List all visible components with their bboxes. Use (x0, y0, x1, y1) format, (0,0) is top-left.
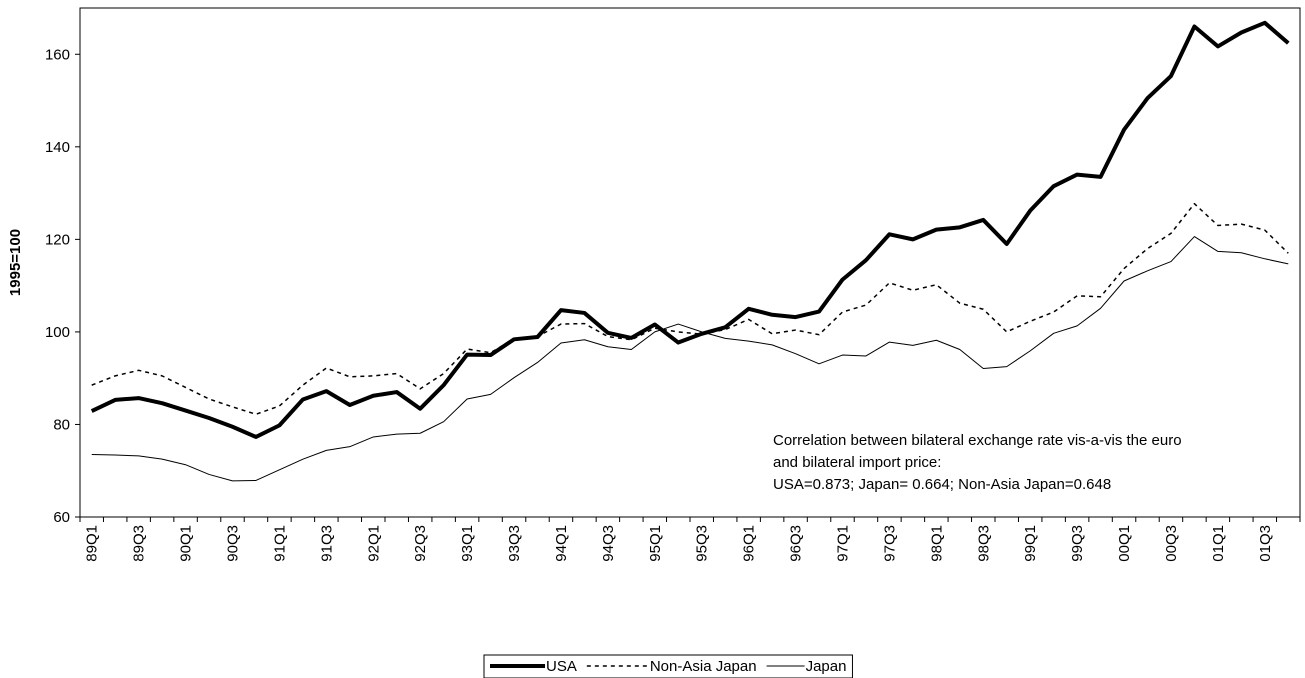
x-tick-label: 93Q1 (459, 525, 476, 562)
legend-box (483, 654, 853, 678)
x-tick-label: 91Q3 (318, 525, 335, 562)
x-tick-label: 01Q1 (1210, 525, 1227, 562)
x-tick-label: 93Q3 (506, 525, 523, 562)
x-tick-label: 99Q1 (1022, 525, 1039, 562)
legend-label: USA (546, 658, 577, 675)
y-tick-label: 60 (53, 509, 70, 526)
x-tick-label: 96Q1 (741, 525, 758, 562)
x-tick-label: 90Q3 (225, 525, 242, 562)
x-tick-label: 90Q1 (178, 525, 195, 562)
x-tick-label: 96Q3 (788, 525, 805, 562)
annotation: USA=0.873; Japan= 0.664; Non-Asia Japan=… (773, 476, 1111, 493)
annotation: and bilateral import price: (773, 454, 941, 471)
y-tick-label: 80 (53, 416, 70, 433)
x-tick-label: 97Q1 (835, 525, 852, 562)
x-tick-label: 89Q3 (131, 525, 148, 562)
x-tick-label: 94Q3 (600, 525, 617, 562)
legend-label: Japan (806, 658, 847, 675)
x-tick-label: 98Q1 (928, 525, 945, 562)
y-axis-label: 1995=100 (7, 229, 24, 296)
x-tick-label: 95Q3 (694, 525, 711, 562)
x-tick-label: 91Q1 (271, 525, 288, 562)
annotation: Correlation between bilateral exchange r… (773, 432, 1182, 449)
x-tick-label: 97Q3 (881, 525, 898, 562)
legend: USA Non-Asia Japan Japan (483, 654, 853, 678)
y-tick-label: 100 (45, 324, 70, 341)
x-tick-label: 89Q1 (84, 525, 101, 562)
x-tick-label: 99Q3 (1069, 525, 1086, 562)
series-line (90, 20, 1290, 439)
x-tick-label: 00Q3 (1163, 525, 1180, 562)
y-tick-label: 120 (45, 231, 70, 248)
series-line (91, 236, 1289, 482)
x-tick-label: 92Q1 (365, 525, 382, 562)
legend-label: Non-Asia Japan (650, 658, 757, 675)
x-tick-label: 98Q3 (975, 525, 992, 562)
x-tick-label: 00Q1 (1116, 525, 1133, 562)
x-tick-label: 92Q3 (412, 525, 429, 562)
y-tick-label: 140 (45, 139, 70, 156)
x-tick-label: 94Q1 (553, 525, 570, 562)
y-tick-label: 160 (45, 46, 70, 63)
x-tick-label: 01Q3 (1257, 525, 1274, 562)
x-tick-label: 95Q1 (647, 525, 664, 562)
series-line (91, 202, 1289, 416)
